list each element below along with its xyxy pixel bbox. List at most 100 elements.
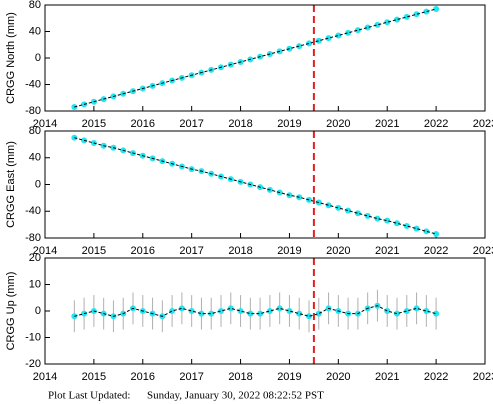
y-tick-label: -40	[25, 78, 41, 90]
data-point	[315, 310, 322, 317]
data-point	[247, 310, 254, 317]
data-point	[394, 310, 400, 317]
x-tick-label: 2017	[179, 371, 203, 383]
data-point	[306, 40, 312, 47]
y-tick-label: 0	[35, 178, 41, 190]
data-point	[276, 305, 283, 312]
data-point	[218, 308, 224, 314]
data-point	[296, 310, 303, 317]
y-tick-label: 40	[29, 25, 41, 37]
x-tick-label: 2021	[375, 245, 399, 257]
data-point	[208, 310, 215, 317]
footer-timestamp: Sunday, January 30, 2022 08:22:52 PST	[147, 390, 324, 402]
x-tick-label: 2021	[375, 118, 399, 130]
data-point	[296, 43, 303, 50]
fit-line	[74, 137, 437, 235]
data-point	[423, 8, 430, 15]
data-point	[384, 308, 391, 314]
x-tick-label: 2014	[33, 245, 57, 257]
y-tick-label: 0	[35, 52, 41, 64]
data-point	[403, 308, 410, 314]
x-tick-label: 2015	[82, 245, 106, 257]
y-tick-label: 80	[29, 0, 41, 11]
plot-frame	[44, 257, 486, 365]
data-point	[237, 308, 244, 314]
x-tick-label: 2023	[473, 245, 493, 257]
data-point	[394, 16, 400, 23]
data-point	[394, 220, 400, 227]
data-point	[364, 24, 371, 31]
x-tick-label: 2019	[277, 118, 301, 130]
x-tick-label: 2023	[473, 118, 493, 130]
data-point	[433, 310, 440, 317]
x-tick-label: 2023	[473, 371, 493, 383]
fit-line	[74, 305, 437, 317]
y-tick-label: -80	[25, 105, 41, 117]
x-tick-label: 2016	[131, 118, 155, 130]
data-point	[423, 228, 430, 235]
x-tick-label: 2019	[277, 245, 301, 257]
data-point	[384, 217, 391, 224]
x-tick-label: 2014	[33, 118, 57, 130]
data-point	[403, 13, 410, 20]
x-tick-label: 2018	[228, 245, 252, 257]
data-point	[335, 204, 342, 211]
data-point	[178, 305, 185, 312]
x-tick-label: 2016	[131, 371, 155, 383]
data-point	[335, 32, 342, 39]
y-axis-label: CRGG Up (mm)	[5, 272, 17, 351]
plot-frame	[44, 130, 486, 239]
plot-frame	[44, 4, 486, 112]
y-axis-label: CRGG East (mm)	[5, 141, 17, 228]
data-point	[413, 225, 420, 232]
data-point	[169, 308, 176, 314]
x-tick-label: 2018	[228, 371, 252, 383]
x-tick-label: 2021	[375, 371, 399, 383]
data-point	[433, 230, 440, 237]
data-point	[354, 27, 361, 34]
x-tick-label: 2020	[326, 118, 350, 130]
data-point	[315, 37, 322, 44]
data-point	[374, 21, 381, 28]
fit-line	[74, 8, 437, 108]
x-tick-label: 2020	[326, 245, 350, 257]
x-tick-label: 2020	[326, 371, 350, 383]
data-point	[286, 308, 293, 314]
data-point	[188, 308, 195, 314]
x-tick-label: 2019	[277, 371, 301, 383]
data-point	[266, 308, 273, 314]
x-tick-label: 2022	[424, 118, 448, 130]
data-point	[354, 210, 361, 217]
data-point	[325, 202, 332, 209]
data-point	[433, 5, 440, 12]
data-point	[423, 308, 430, 314]
y-tick-label: 80	[29, 125, 41, 137]
x-tick-label: 2017	[179, 245, 203, 257]
x-tick-label: 2015	[82, 118, 106, 130]
x-tick-label: 2014	[33, 371, 57, 383]
y-tick-label: -10	[25, 331, 41, 343]
y-tick-label: -40	[25, 205, 41, 217]
data-point	[306, 313, 312, 320]
y-tick-label: 10	[29, 278, 41, 290]
data-point	[384, 19, 391, 26]
data-point	[413, 11, 420, 18]
data-point	[257, 310, 264, 317]
y-tick-label: -20	[25, 358, 41, 370]
data-point	[364, 212, 371, 219]
y-tick-label: 20	[29, 252, 41, 264]
y-tick-label: 0	[35, 305, 41, 317]
x-tick-label: 2015	[82, 371, 106, 383]
y-axis-label: CRGG North (mm)	[5, 12, 17, 104]
x-tick-label: 2016	[131, 245, 155, 257]
data-point	[374, 215, 381, 222]
data-point	[325, 35, 332, 42]
x-tick-label: 2022	[424, 245, 448, 257]
footer-label: Plot Last Updated:	[48, 390, 131, 402]
data-point	[345, 207, 352, 214]
data-point	[227, 305, 234, 312]
data-point	[413, 305, 420, 312]
x-tick-label: 2018	[228, 118, 252, 130]
y-tick-label: 40	[29, 152, 41, 164]
